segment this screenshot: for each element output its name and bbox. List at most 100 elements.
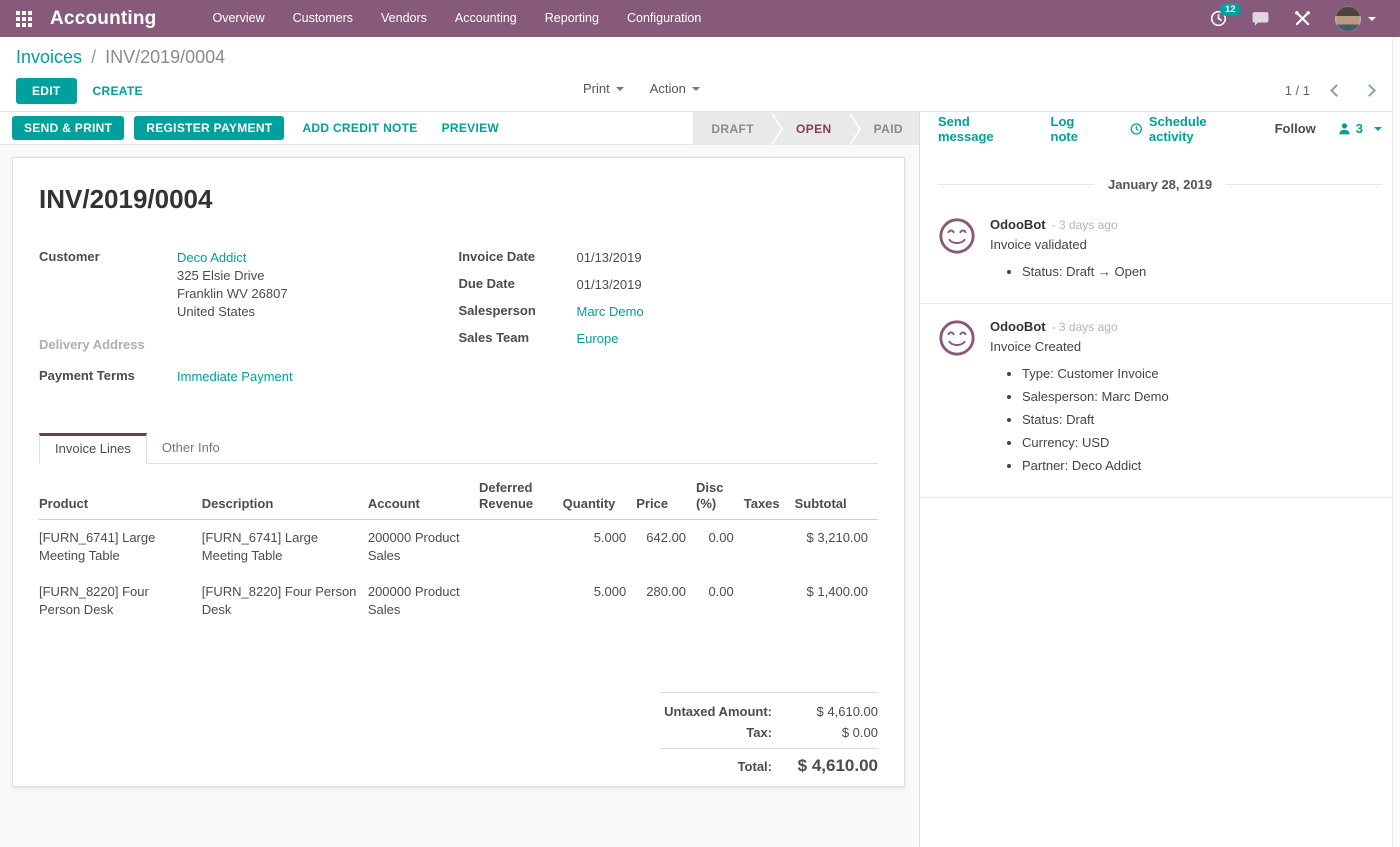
- followers-count: 3: [1355, 121, 1363, 136]
- apps-grid-icon[interactable]: [14, 9, 34, 29]
- fields-right-group: Invoice Date 01/13/2019 Due Date 01/13/2…: [459, 249, 879, 392]
- cell-deferred-revenue: [479, 574, 563, 628]
- print-dropdown[interactable]: Print: [583, 81, 624, 96]
- cell-price: 642.00: [646, 530, 687, 545]
- menu-customers[interactable]: Customers: [292, 11, 354, 25]
- print-label: Print: [583, 81, 610, 96]
- breadcrumb-separator: /: [91, 47, 97, 67]
- statusbar-row: SEND & PRINT REGISTER PAYMENT ADD CREDIT…: [0, 111, 1400, 146]
- send-print-button[interactable]: SEND & PRINT: [12, 116, 125, 140]
- schedule-activity-label: Schedule activity: [1148, 113, 1207, 144]
- status-widget: DRAFT OPEN PAID: [693, 112, 919, 146]
- invoice-lines-table: Product Description Account Deferred Rev…: [39, 476, 878, 628]
- status-draft[interactable]: DRAFT: [693, 112, 783, 146]
- invoice-date-label: Invoice Date: [458, 249, 536, 264]
- user-avatar: [1335, 5, 1361, 32]
- breadcrumb-invoices-link[interactable]: Invoices: [16, 47, 83, 67]
- edit-button[interactable]: EDIT: [16, 78, 77, 104]
- chatter-panel: January 28, 2019 OdooBot - 3 days ago In…: [920, 145, 1400, 847]
- chevron-down-icon: [1374, 126, 1382, 131]
- status-open[interactable]: OPEN: [770, 112, 861, 146]
- form-view-area: INV/2019/0004 Customer Deco Addict 325 E…: [0, 145, 920, 847]
- payment-terms-link[interactable]: Immediate Payment: [177, 369, 293, 384]
- salesperson-label: Salesperson: [458, 303, 536, 318]
- app-title[interactable]: Accounting: [50, 7, 157, 29]
- messages-icon[interactable]: [1251, 9, 1270, 28]
- top-navbar: Accounting Overview Customers Vendors Ac…: [0, 0, 1400, 37]
- invoice-statusbar: SEND & PRINT REGISTER PAYMENT ADD CREDIT…: [0, 112, 920, 146]
- cell-taxes: [744, 520, 795, 575]
- page-body: INV/2019/0004 Customer Deco Addict 325 E…: [0, 145, 1400, 847]
- main-menu: Overview Customers Vendors Accounting Re…: [199, 0, 716, 37]
- preview-button[interactable]: PREVIEW: [441, 121, 500, 135]
- table-row[interactable]: [FURN_6741] Large Meeting Table [FURN_67…: [39, 520, 878, 575]
- salesperson-link[interactable]: Marc Demo: [576, 304, 644, 319]
- col-header-quantity: Quantity: [562, 476, 637, 520]
- message-author[interactable]: OdooBot: [990, 319, 1046, 334]
- invoice-sheet: INV/2019/0004 Customer Deco Addict 325 E…: [12, 157, 905, 787]
- cell-price: 280.00: [646, 584, 687, 599]
- chevron-down-icon: [691, 86, 700, 91]
- message-detail-item: Status: Draft → Open: [1022, 264, 1146, 280]
- col-header-account: Account: [367, 476, 479, 520]
- scrollbar-track[interactable]: [1392, 37, 1400, 847]
- message-detail-item: Type: Customer Invoice: [1022, 366, 1169, 382]
- menu-configuration[interactable]: Configuration: [626, 11, 702, 25]
- follow-button[interactable]: Follow: [1274, 121, 1316, 136]
- activities-clock-icon[interactable]: 12: [1210, 3, 1241, 27]
- menu-overview[interactable]: Overview: [212, 11, 265, 25]
- log-note-button[interactable]: Log note: [1050, 113, 1078, 144]
- menu-accounting[interactable]: Accounting: [454, 11, 517, 25]
- cell-description: [FURN_8220] Four Person Desk: [201, 584, 357, 617]
- col-header-taxes: Taxes: [743, 476, 795, 520]
- untaxed-amount-label: Untaxed Amount:: [664, 704, 772, 719]
- menu-reporting[interactable]: Reporting: [544, 11, 599, 25]
- pager-previous-icon[interactable]: [1330, 84, 1343, 97]
- tools-icon[interactable]: [1294, 10, 1311, 27]
- odoobot-avatar: [939, 320, 975, 356]
- cell-account: 200000 Product Sales: [367, 530, 460, 563]
- create-button[interactable]: CREATE: [92, 84, 143, 98]
- message-author[interactable]: OdooBot: [990, 217, 1046, 232]
- menu-vendors[interactable]: Vendors: [381, 11, 427, 25]
- chatter-message: OdooBot - 3 days ago Invoice validated S…: [920, 202, 1400, 304]
- record-actions: Print Action: [583, 81, 700, 96]
- pager-next-icon[interactable]: [1363, 84, 1376, 97]
- breadcrumb: Invoices / INV/2019/0004: [16, 47, 1384, 68]
- control-panel: Invoices / INV/2019/0004 EDIT CREATE Pri…: [0, 37, 1400, 111]
- tab-invoice-lines[interactable]: Invoice Lines: [39, 433, 147, 464]
- navbar-right: 12: [1210, 3, 1386, 32]
- cell-description: [FURN_6741] Large Meeting Table: [201, 530, 319, 563]
- send-message-button[interactable]: Send message: [938, 113, 994, 144]
- activity-count-badge: 12: [1220, 3, 1241, 16]
- register-payment-button[interactable]: REGISTER PAYMENT: [134, 116, 285, 140]
- followers-button[interactable]: 3: [1338, 121, 1382, 136]
- tab-other-info[interactable]: Other Info: [161, 440, 220, 455]
- action-dropdown[interactable]: Action: [650, 81, 700, 96]
- customer-address-line1: 325 Elsie Drive: [177, 268, 265, 283]
- sales-team-link[interactable]: Europe: [576, 331, 619, 346]
- tax-label: Tax:: [746, 725, 772, 740]
- invoice-date-value: 01/13/2019: [576, 250, 642, 265]
- add-credit-note-button[interactable]: ADD CREDIT NOTE: [302, 121, 418, 135]
- untaxed-amount-value: $ 4,610.00: [816, 704, 878, 719]
- chatter-message: OdooBot - 3 days ago Invoice Created Typ…: [920, 304, 1400, 498]
- table-row[interactable]: [FURN_8220] Four Person Desk [FURN_8220]…: [39, 574, 878, 628]
- customer-link[interactable]: Deco Addict: [177, 250, 247, 265]
- schedule-activity-button[interactable]: Schedule activity: [1130, 114, 1244, 144]
- chevron-down-icon: [615, 86, 624, 91]
- message-detail-item: Salesperson: Marc Demo: [1022, 389, 1169, 405]
- table-header-row: Product Description Account Deferred Rev…: [39, 476, 878, 520]
- col-header-product: Product: [39, 476, 202, 520]
- tax-value: $ 0.00: [841, 725, 878, 740]
- message-details: Status: Draft → Open: [990, 264, 1146, 280]
- user-menu[interactable]: [1335, 5, 1376, 32]
- col-header-disc: Disc (%): [696, 476, 744, 520]
- cell-disc: 0.00: [708, 584, 734, 599]
- cell-disc: 0.00: [708, 530, 734, 545]
- message-detail-item: Partner: Deco Addict: [1022, 458, 1169, 474]
- clock-icon: [1130, 122, 1143, 135]
- person-icon: [1339, 123, 1350, 135]
- chatter-header: Send message Log note Schedule activity …: [920, 112, 1400, 145]
- total-label: Total:: [737, 759, 772, 774]
